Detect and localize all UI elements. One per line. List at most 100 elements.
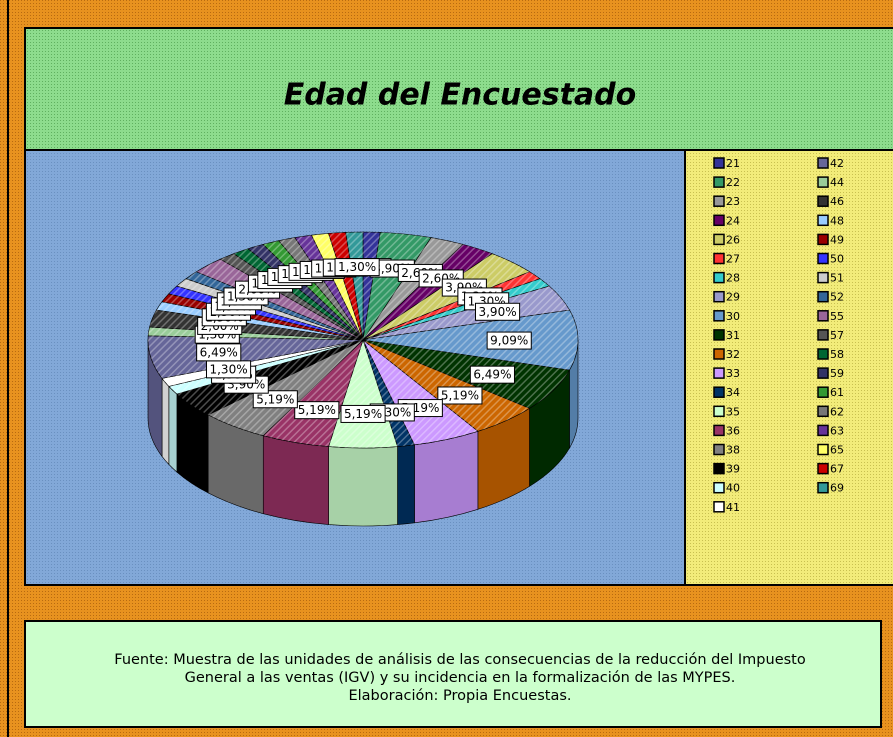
- data-label: 5,19%: [437, 386, 483, 405]
- data-label-text: 6,49%: [200, 345, 238, 359]
- legend-label: 61: [830, 386, 844, 399]
- chart-title: Edad del Encuestado: [284, 78, 637, 113]
- legend-label: 31: [726, 329, 740, 342]
- legend-swatch: [713, 405, 725, 418]
- legend-label: 69: [830, 482, 844, 495]
- data-label: 1,30%: [334, 258, 380, 277]
- legend-label: 35: [726, 405, 740, 418]
- legend-swatch: [817, 443, 829, 456]
- legend-label: 55: [830, 310, 844, 323]
- data-label: 1,30%: [205, 360, 252, 379]
- slice-side-shade: [397, 444, 415, 525]
- legend-label: 46: [830, 195, 844, 208]
- legend-swatch: [713, 271, 725, 284]
- data-label: 5,19%: [340, 404, 386, 423]
- legend-label: 62: [830, 405, 844, 418]
- legend-swatch: [817, 157, 829, 169]
- legend-swatch: [817, 405, 829, 418]
- legend-swatch: [713, 386, 725, 398]
- legend-swatch: [817, 481, 829, 494]
- slice-side-shade: [168, 386, 177, 473]
- legend-swatch: [817, 271, 829, 284]
- legend-swatch: [817, 367, 829, 379]
- legend-swatch: [713, 481, 725, 494]
- data-label-box: [334, 258, 380, 277]
- slice-side-shade: [328, 446, 398, 527]
- legend-label: 41: [726, 501, 740, 514]
- slice-side-shade: [263, 435, 329, 525]
- data-label-text: 6,49%: [473, 368, 511, 382]
- legend-label: 33: [726, 367, 740, 380]
- data-label-box: [486, 331, 532, 350]
- data-label-box: [252, 390, 298, 409]
- legend-swatch: [817, 310, 829, 322]
- legend-label: 39: [726, 463, 740, 476]
- legend-label: 32: [726, 348, 740, 361]
- legend-swatch: [817, 348, 829, 360]
- data-label-text: 9,09%: [490, 334, 528, 348]
- legend-swatch: [713, 329, 725, 341]
- data-label-box: [340, 404, 386, 423]
- legend-swatch: [713, 367, 725, 379]
- legend-label: 49: [830, 233, 844, 246]
- legend-swatch: [817, 424, 829, 437]
- legend-swatch: [817, 214, 829, 227]
- legend-swatch: [817, 290, 829, 303]
- title-box: [24, 27, 893, 151]
- legend-label: 52: [830, 291, 844, 304]
- legend-label: 23: [726, 195, 740, 208]
- slice-side-shade: [414, 431, 478, 523]
- legend-label: 59: [830, 367, 844, 380]
- legend-swatch: [817, 386, 829, 398]
- legend-swatch: [713, 424, 725, 437]
- data-label-text: 5,19%: [344, 407, 382, 421]
- legend-swatch: [817, 252, 829, 265]
- source-line: Fuente: Muestra de las unidades de análi…: [114, 652, 806, 668]
- legend-label: 42: [830, 157, 844, 170]
- data-label-box: [294, 401, 340, 420]
- data-label-box: [469, 365, 515, 384]
- legend-label: 29: [726, 291, 740, 304]
- legend-label: 57: [830, 329, 844, 342]
- legend-label: 51: [830, 272, 844, 285]
- legend-label: 67: [830, 463, 844, 476]
- legend-label: 50: [830, 253, 844, 266]
- data-label-text: 5,19%: [256, 392, 294, 406]
- data-label: 5,19%: [252, 390, 298, 409]
- data-label: 6,49%: [196, 343, 242, 362]
- legend-label: 40: [726, 482, 740, 495]
- data-label: 5,19%: [294, 401, 340, 420]
- legend-swatch: [713, 252, 725, 265]
- legend-swatch: [713, 214, 725, 227]
- legend-label: 44: [830, 176, 844, 189]
- legend-swatch: [713, 443, 725, 456]
- legend-label: 65: [830, 444, 844, 457]
- legend-label: 24: [726, 214, 740, 227]
- legend-swatch: [713, 501, 725, 513]
- legend-label: 22: [726, 176, 740, 189]
- legend-label: 27: [726, 253, 740, 266]
- data-label: 6,49%: [469, 365, 515, 384]
- source-line: General a las ventas (IGV) y su incidenc…: [185, 670, 736, 686]
- legend-swatch: [713, 348, 725, 360]
- legend-swatch: [817, 329, 829, 341]
- legend-swatch: [713, 176, 725, 188]
- legend-label: 48: [830, 214, 844, 227]
- legend-label: 63: [830, 424, 844, 437]
- source-line: Elaboración: Propia Encuestas.: [348, 688, 571, 704]
- data-label-text: 1,30%: [209, 362, 247, 376]
- data-label-text: 1,30%: [338, 260, 376, 274]
- legend-swatch: [713, 233, 725, 246]
- legend-swatch: [713, 157, 725, 169]
- legend-label: 28: [726, 272, 740, 285]
- data-label-box: [196, 343, 242, 362]
- legend-swatch: [817, 462, 829, 475]
- legend-label: 38: [726, 444, 740, 457]
- legend-swatch: [713, 310, 725, 322]
- data-label: 9,09%: [486, 331, 532, 350]
- legend-label: 34: [726, 386, 740, 399]
- legend-swatch: [713, 462, 725, 475]
- legend-swatch: [817, 176, 829, 188]
